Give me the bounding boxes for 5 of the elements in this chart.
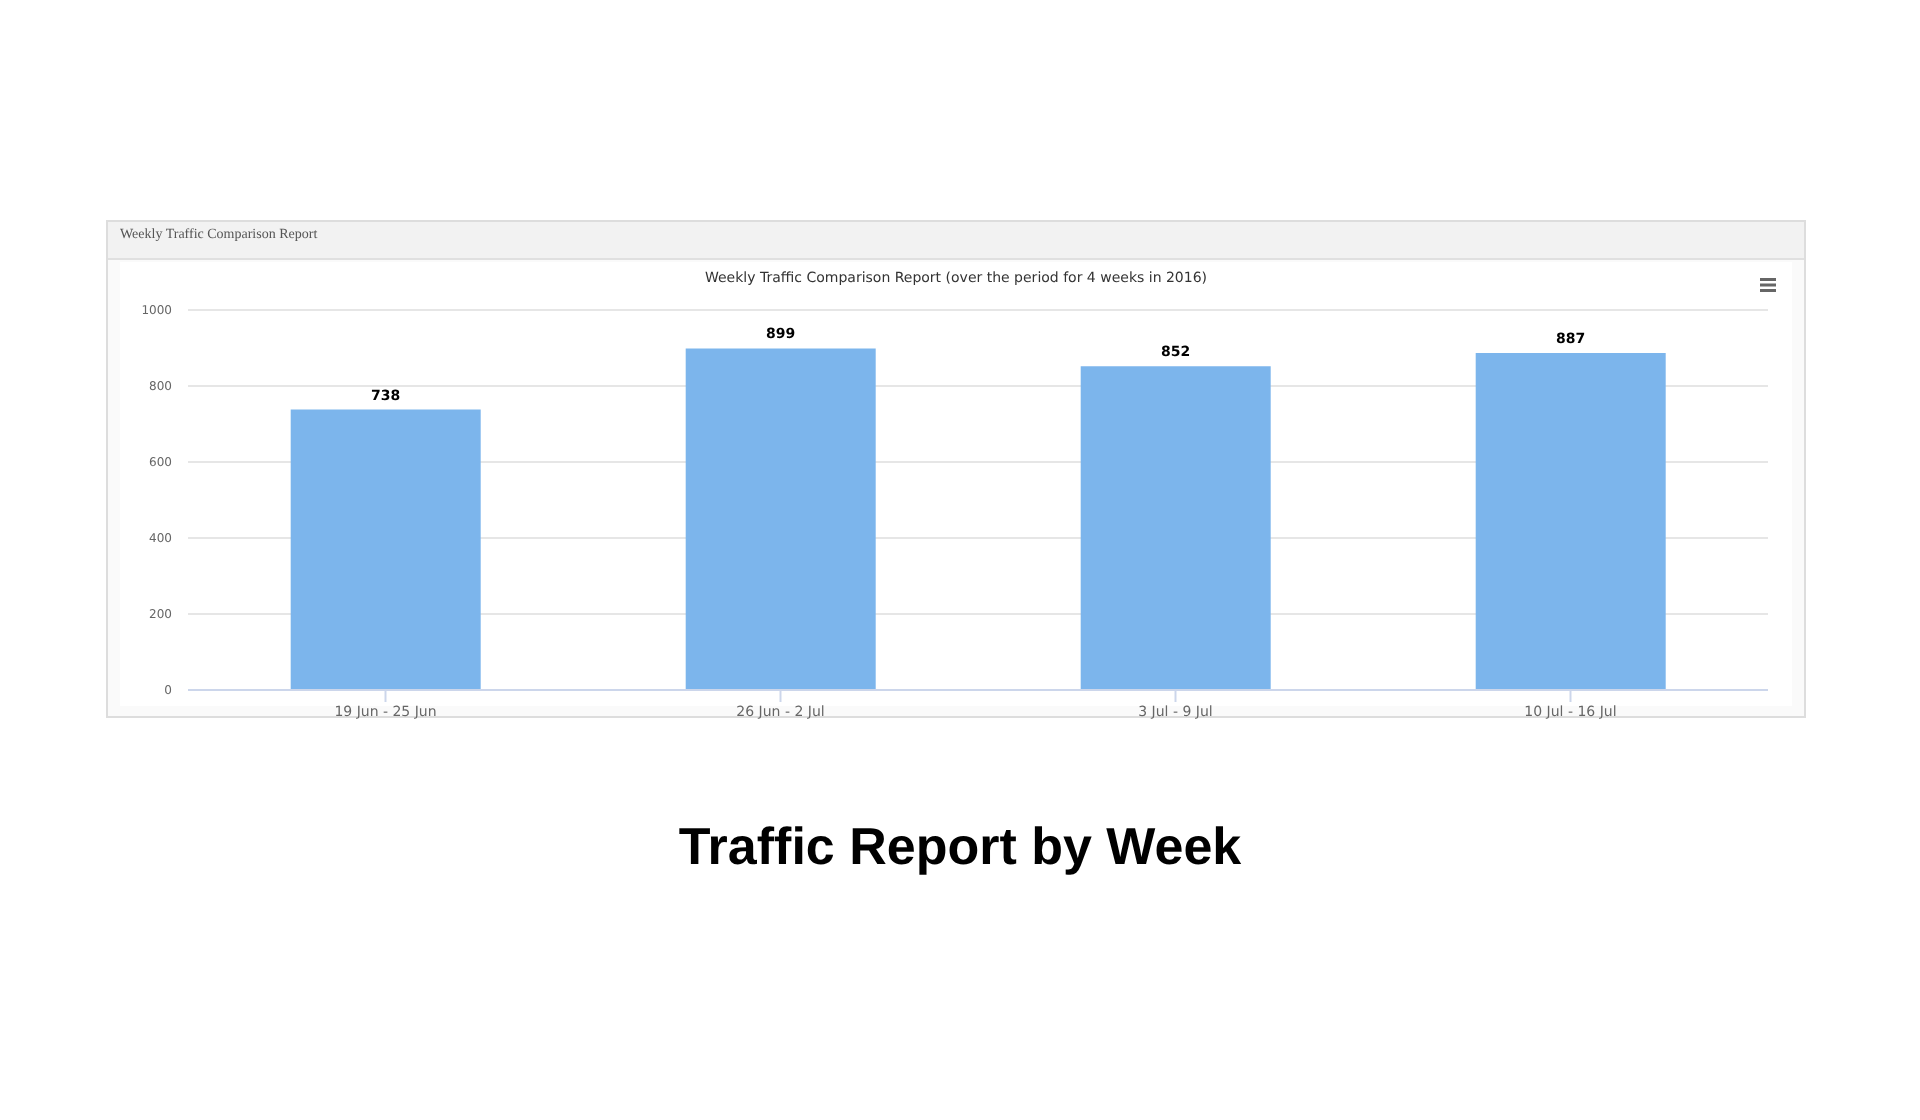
bar [1475,352,1666,690]
text: Traffic Report by Week [676,816,1244,878]
bar [290,409,481,690]
bar [1080,366,1271,690]
bar [685,348,876,690]
